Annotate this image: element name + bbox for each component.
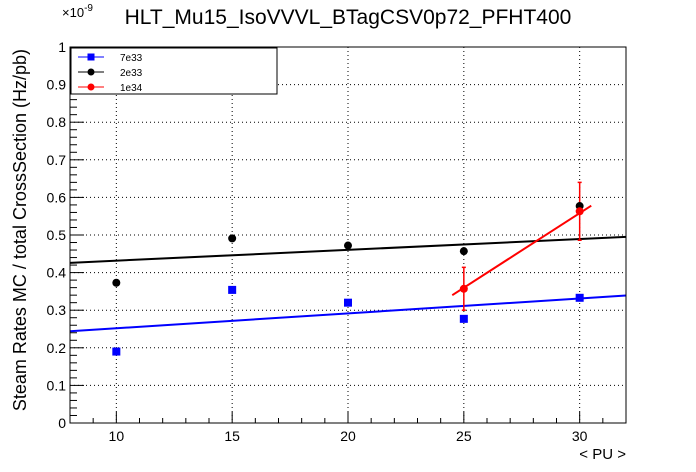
data-point-2e33 — [112, 278, 121, 287]
data-point-7e33 — [344, 298, 352, 307]
legend-label-7e33: 7e33 — [120, 53, 143, 64]
data-point-7e33 — [459, 314, 468, 323]
y-tick-label: 0.2 — [47, 340, 67, 356]
legend-label-1e34: 1e34 — [120, 83, 143, 94]
y-tick-label: 0.8 — [47, 114, 67, 130]
y-tick-label: 0.6 — [47, 189, 67, 205]
x-tick-label: 25 — [456, 428, 472, 444]
y-axis: 0 0.1 0.2 0.3 0.4 0.5 0.6 0.7 0.8 0.9 1 — [47, 39, 84, 431]
y-tick-label: 0.1 — [47, 377, 67, 393]
data-point-1e34 — [459, 284, 468, 293]
data-point-1e34 — [575, 207, 584, 216]
data-point-2e33 — [344, 241, 352, 250]
x-tick-label: 15 — [224, 428, 240, 444]
fit-line-1e34 — [451, 204, 592, 297]
x-tick-label: 30 — [572, 428, 588, 444]
fit-lines — [69, 204, 627, 333]
data-point-7e33 — [112, 347, 121, 356]
fit-line-2e33 — [69, 235, 627, 264]
y-tick-label: 0.5 — [47, 227, 67, 243]
legend: 7e33 2e33 1e34 — [70, 47, 278, 95]
y-axis-label: Steam Rates MC / total CrossSection (Hz/… — [10, 49, 30, 411]
y-tick-label: 0.3 — [47, 302, 67, 318]
legend-box — [70, 47, 278, 95]
y-tick-label: 1 — [58, 39, 66, 55]
fit-line-7e33 — [69, 294, 627, 333]
legend-label-2e33: 2e33 — [120, 68, 143, 79]
y-exponent-label: ×10-9 — [62, 3, 93, 20]
legend-marker-7e33 — [87, 53, 95, 61]
chart-title: HLT_Mu15_IsoVVVL_BTagCSV0p72_PFHT400 — [125, 6, 572, 29]
legend-marker-1e34 — [87, 83, 95, 91]
y-tick-label: 0 — [58, 415, 66, 431]
data-point-7e33 — [575, 293, 584, 302]
data-point-2e33 — [228, 234, 237, 243]
legend-marker-2e33 — [87, 68, 95, 76]
y-tick-label: 0.4 — [47, 265, 67, 281]
x-tick-label: 20 — [340, 428, 356, 444]
y-tick-label: 0.7 — [47, 152, 67, 168]
x-axis-label: < PU > — [579, 446, 626, 463]
x-axis: 10 15 20 25 30 — [69, 412, 627, 444]
x-tick-label: 10 — [109, 428, 125, 444]
data-point-2e33 — [459, 247, 468, 256]
y-tick-label: 0.9 — [47, 77, 67, 93]
data-point-7e33 — [228, 285, 237, 294]
data-markers — [112, 202, 584, 356]
